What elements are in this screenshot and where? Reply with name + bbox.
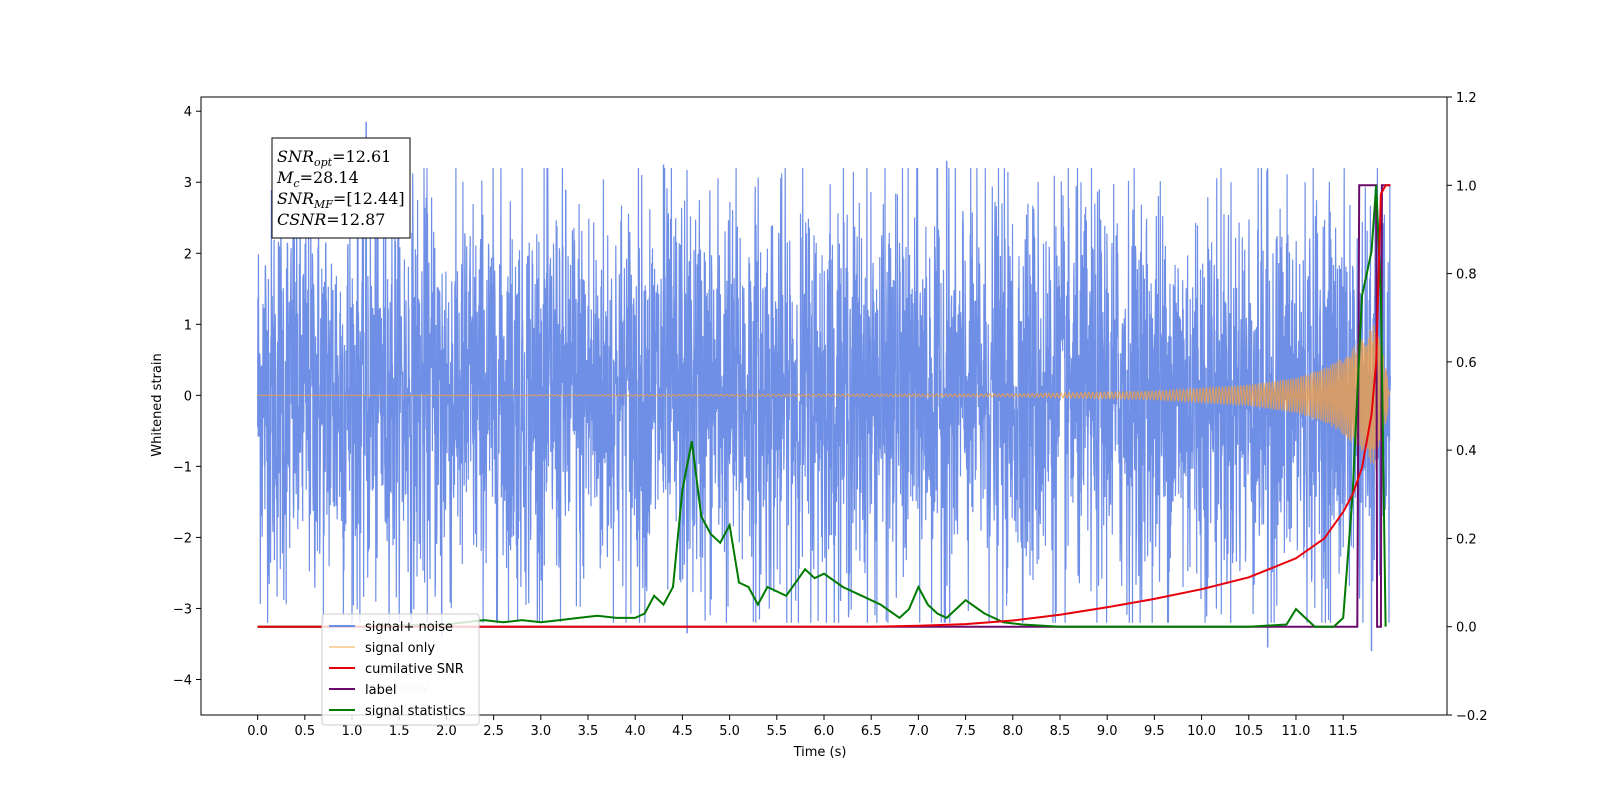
series-signal-statistics-line [257, 185, 1387, 628]
x-tick-label-4: 2.0 [436, 724, 457, 739]
series-label-line [257, 184, 1391, 628]
x-tick-label-6: 3.0 [530, 724, 551, 739]
x-tick-label-12: 6.0 [814, 724, 835, 739]
series-signal-only-line [257, 324, 1391, 470]
y-tick-label-2: 2 [184, 247, 192, 262]
x-tick-label-16: 8.0 [1002, 724, 1023, 739]
x-tick-label-3: 1.5 [389, 724, 410, 739]
annotation-subscript: opt [314, 156, 333, 169]
y-axis-label: Whitened strain [150, 353, 165, 456]
y-tick-label-0: 4 [184, 105, 192, 120]
y2-tick-label-6: 0.0 [1456, 621, 1477, 636]
legend-label-1: signal only [365, 641, 435, 656]
x-tick-label-10: 5.0 [719, 724, 740, 739]
y2-tick-label-2: 0.8 [1456, 268, 1477, 283]
right-axis-series [257, 184, 1391, 628]
y2-tick-label-0: 1.2 [1456, 91, 1477, 106]
x-tick-label-7: 3.5 [578, 724, 599, 739]
y-tick-label-6: −2 [173, 531, 192, 546]
y-tick-label-4: 0 [184, 389, 192, 404]
legend: signal + noiselabel onlysignal+ noisesig… [321, 613, 480, 726]
annotation-line-1: Mc=28.14 [276, 168, 359, 190]
annotation-value: =28.14 [300, 168, 359, 187]
y-tick-label-8: −4 [173, 673, 192, 688]
x-tick-label-14: 7.0 [908, 724, 929, 739]
annotation-subscript: c [293, 177, 299, 190]
axes: 0.0 0.5 1.0 1.5 2.0 2.5 3.0 3.5 4.0 4.5 5.0 5.5 6.0 6… [173, 91, 1488, 739]
x-tick-label-2: 1.0 [342, 724, 363, 739]
x-tick-label-13: 6.5 [861, 724, 882, 739]
x-tick-label-0: 0.0 [247, 724, 268, 739]
x-tick-label-9: 4.5 [672, 724, 693, 739]
annotation-box: SNRopt=12.61Mc=28.14SNRMF=[12.44]CSNR=12… [271, 137, 411, 239]
legend-label-3: label [365, 683, 396, 698]
x-axis-label: Time (s) [793, 745, 847, 760]
legend-label-0: signal+ noise [365, 620, 453, 635]
x-tick-label-22: 11.0 [1281, 724, 1310, 739]
annotation-subscript: MF [313, 198, 333, 211]
y2-tick-label-5: 0.2 [1456, 532, 1477, 547]
annotation-value: =12.61 [332, 147, 391, 166]
y-tick-label-5: −1 [173, 460, 192, 475]
x-tick-label-19: 9.5 [1144, 724, 1165, 739]
y2-tick-label-7: −0.2 [1456, 709, 1488, 724]
x-tick-label-1: 0.5 [294, 724, 315, 739]
annotation-line-3: CSNR=12.87 [277, 210, 385, 229]
annotation-value: =12.87 [326, 210, 385, 229]
x-tick-label-21: 10.5 [1234, 724, 1263, 739]
x-tick-label-23: 11.5 [1329, 724, 1358, 739]
annotation-value: =[12.44] [333, 189, 405, 208]
annotation-line-0: SNRopt=12.61 [277, 147, 391, 169]
y-tick-label-1: 3 [184, 176, 192, 191]
y2-tick-label-3: 0.6 [1456, 356, 1477, 371]
x-tick-label-17: 8.5 [1050, 724, 1071, 739]
series-signal-noise-line [257, 167, 1391, 624]
legend-frame [321, 613, 480, 726]
x-tick-label-20: 10.0 [1187, 724, 1216, 739]
series-cumilative-snr-line [257, 184, 1391, 628]
x-tick-label-15: 7.5 [955, 724, 976, 739]
y2-tick-label-4: 0.4 [1456, 444, 1477, 459]
y-tick-label-3: 1 [184, 318, 192, 333]
annotation-symbol: M [276, 168, 294, 187]
x-tick-label-5: 2.5 [483, 724, 504, 739]
series-signal-noise [257, 121, 1391, 652]
legend-label-4: signal statistics [365, 704, 466, 719]
series-signal-only [257, 324, 1391, 470]
x-tick-label-11: 5.5 [766, 724, 787, 739]
y-tick-label-7: −3 [173, 602, 192, 617]
x-tick-label-8: 4.0 [625, 724, 646, 739]
annotation-symbol: SNR [277, 147, 314, 166]
legend-label-2: cumilative SNR [365, 662, 464, 677]
annotation-frame [271, 137, 411, 239]
annotation-line-2: SNRMF=[12.44] [277, 189, 405, 211]
annotation-symbol: CSNR [277, 210, 326, 229]
y2-tick-label-1: 1.0 [1456, 179, 1477, 194]
annotation-symbol: SNR [277, 189, 314, 208]
x-tick-label-18: 9.0 [1097, 724, 1118, 739]
